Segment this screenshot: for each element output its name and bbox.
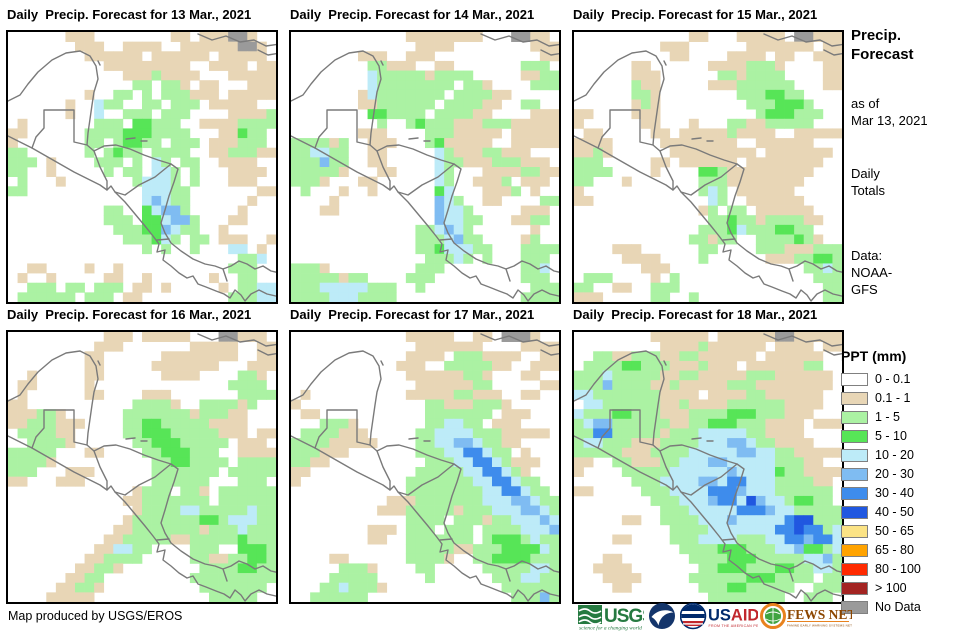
legend-swatch: [841, 410, 868, 424]
legend-label: No Data: [875, 600, 921, 614]
map-frame: [572, 330, 844, 604]
map-frame: [572, 30, 844, 304]
usaid-logo: USAID FROM THE AMERICAN PEOPLE: [679, 601, 770, 631]
map-mar16: [8, 332, 276, 602]
legend-item: 0.1 - 1: [841, 391, 967, 405]
svg-text:FROM THE AMERICAN PEOPLE: FROM THE AMERICAN PEOPLE: [709, 624, 759, 628]
legend-item: 5 - 10: [841, 429, 967, 443]
legend-label: 65 - 80: [875, 543, 914, 557]
sidebar-data-source-line1: NOAA-: [851, 265, 893, 280]
map-mar17: [291, 332, 559, 602]
legend-item: 10 - 20: [841, 448, 967, 462]
panel-mar18: Daily Precip. Forecast for 18 Mar., 2021: [572, 307, 844, 607]
coastline: [291, 33, 559, 302]
legend-swatch: [841, 391, 868, 405]
coastline: [574, 33, 842, 302]
precip-raster: [574, 332, 842, 602]
legend-item: No Data: [841, 600, 967, 614]
sidebar-data-source-line2: GFS: [851, 282, 878, 297]
sidebar-title-line1: Precip.: [851, 27, 902, 44]
panel-title: Daily Precip. Forecast for 16 Mar., 2021: [7, 307, 252, 322]
legend-item: 30 - 40: [841, 486, 967, 500]
legend-item: 40 - 50: [841, 505, 967, 519]
coastline: [291, 333, 559, 602]
legend-item: 0 - 0.1: [841, 372, 967, 386]
map-mar15: [574, 32, 842, 302]
panel-mar14: Daily Precip. Forecast for 14 Mar., 2021: [289, 7, 561, 307]
legend-label: 1 - 5: [875, 410, 901, 424]
map-frame: [289, 30, 561, 304]
legend-label: 80 - 100: [875, 562, 921, 576]
legend-item: > 100: [841, 581, 967, 595]
svg-text:USAID: USAID: [708, 607, 758, 625]
sidebar-totals-line2: Totals: [851, 183, 885, 198]
sidebar-totals-line1: Daily: [851, 166, 880, 181]
legend-label: 0.1 - 1: [875, 391, 911, 405]
legend-items: 0 - 0.1 0.1 - 1 1 - 5 5 - 10 10 - 20 20 - 30 3…: [841, 372, 967, 614]
coastline: [8, 33, 276, 302]
legend-swatch: [841, 448, 868, 462]
precip-raster: [291, 332, 559, 602]
legend-swatch: [841, 562, 868, 576]
sidebar-data-label: Data:: [851, 248, 883, 263]
panel-title: Daily Precip. Forecast for 13 Mar., 2021: [7, 7, 252, 22]
map-frame: [289, 330, 561, 604]
legend-swatch: [841, 429, 868, 443]
panel-title: Daily Precip. Forecast for 18 Mar., 2021: [573, 307, 818, 322]
map-mar14: [291, 32, 559, 302]
svg-text:USGS: USGS: [604, 606, 644, 627]
panel-mar17: Daily Precip. Forecast for 17 Mar., 2021: [289, 307, 561, 607]
legend-label: 20 - 30: [875, 467, 914, 481]
legend-item: 50 - 65: [841, 524, 967, 538]
fewsnet-logo: FEWS NET FAMINE EARLY WARNING SYSTEMS NE…: [760, 601, 862, 631]
panel-title: Daily Precip. Forecast for 17 Mar., 2021: [290, 307, 535, 322]
map-credit: Map produced by USGS/EROS: [8, 609, 183, 623]
legend-label: 40 - 50: [875, 505, 914, 519]
legend-item: 1 - 5: [841, 410, 967, 424]
legend-label: 5 - 10: [875, 429, 907, 443]
legend: PPT (mm) 0 - 0.1 0.1 - 1 1 - 5 5 - 10 10 - 2…: [841, 348, 967, 619]
panel-title: Daily Precip. Forecast for 14 Mar., 2021: [290, 7, 535, 22]
map-frame: [6, 330, 278, 604]
legend-swatch: [841, 543, 868, 557]
legend-label: 50 - 65: [875, 524, 914, 538]
legend-item: 80 - 100: [841, 562, 967, 576]
legend-swatch: [841, 581, 868, 595]
legend-item: 20 - 30: [841, 467, 967, 481]
legend-label: > 100: [875, 581, 907, 595]
map-frame: [6, 30, 278, 304]
legend-item: 65 - 80: [841, 543, 967, 557]
legend-title: PPT (mm): [841, 348, 907, 364]
svg-text:science for a changing world: science for a changing world: [579, 625, 642, 632]
coastline: [8, 333, 276, 602]
precip-raster: [291, 32, 559, 302]
legend-swatch: [841, 505, 868, 519]
panel-title: Daily Precip. Forecast for 15 Mar., 2021: [573, 7, 818, 22]
coastline: [574, 333, 842, 602]
legend-label: 10 - 20: [875, 448, 914, 462]
sidebar-asof-date: Mar 13, 2021: [851, 113, 928, 128]
legend-swatch: [841, 467, 868, 481]
map-mar18: [574, 332, 842, 602]
legend-swatch: [841, 524, 868, 538]
sidebar-title-line2: Forecast: [851, 46, 914, 63]
sidebar-asof-label: as of: [851, 96, 880, 111]
panel-mar13: Daily Precip. Forecast for 13 Mar., 2021: [6, 7, 278, 307]
noaa-logo: [648, 601, 676, 631]
panel-mar16: Daily Precip. Forecast for 16 Mar., 2021: [6, 307, 278, 607]
svg-text:FAMINE EARLY WARNING SYSTEMS N: FAMINE EARLY WARNING SYSTEMS NETWORK: [787, 624, 852, 628]
svg-text:FEWS NET: FEWS NET: [787, 607, 852, 622]
precip-raster: [8, 32, 276, 302]
legend-swatch: [841, 486, 868, 500]
precip-raster: [8, 332, 276, 602]
panel-mar15: Daily Precip. Forecast for 15 Mar., 2021: [572, 7, 844, 307]
legend-label: 0 - 0.1: [875, 372, 911, 386]
usgs-logo: USGS science for a changing world: [578, 601, 655, 632]
legend-swatch: [841, 372, 868, 386]
map-mar13: [8, 32, 276, 302]
legend-label: 30 - 40: [875, 486, 914, 500]
legend-swatch: [841, 600, 868, 614]
